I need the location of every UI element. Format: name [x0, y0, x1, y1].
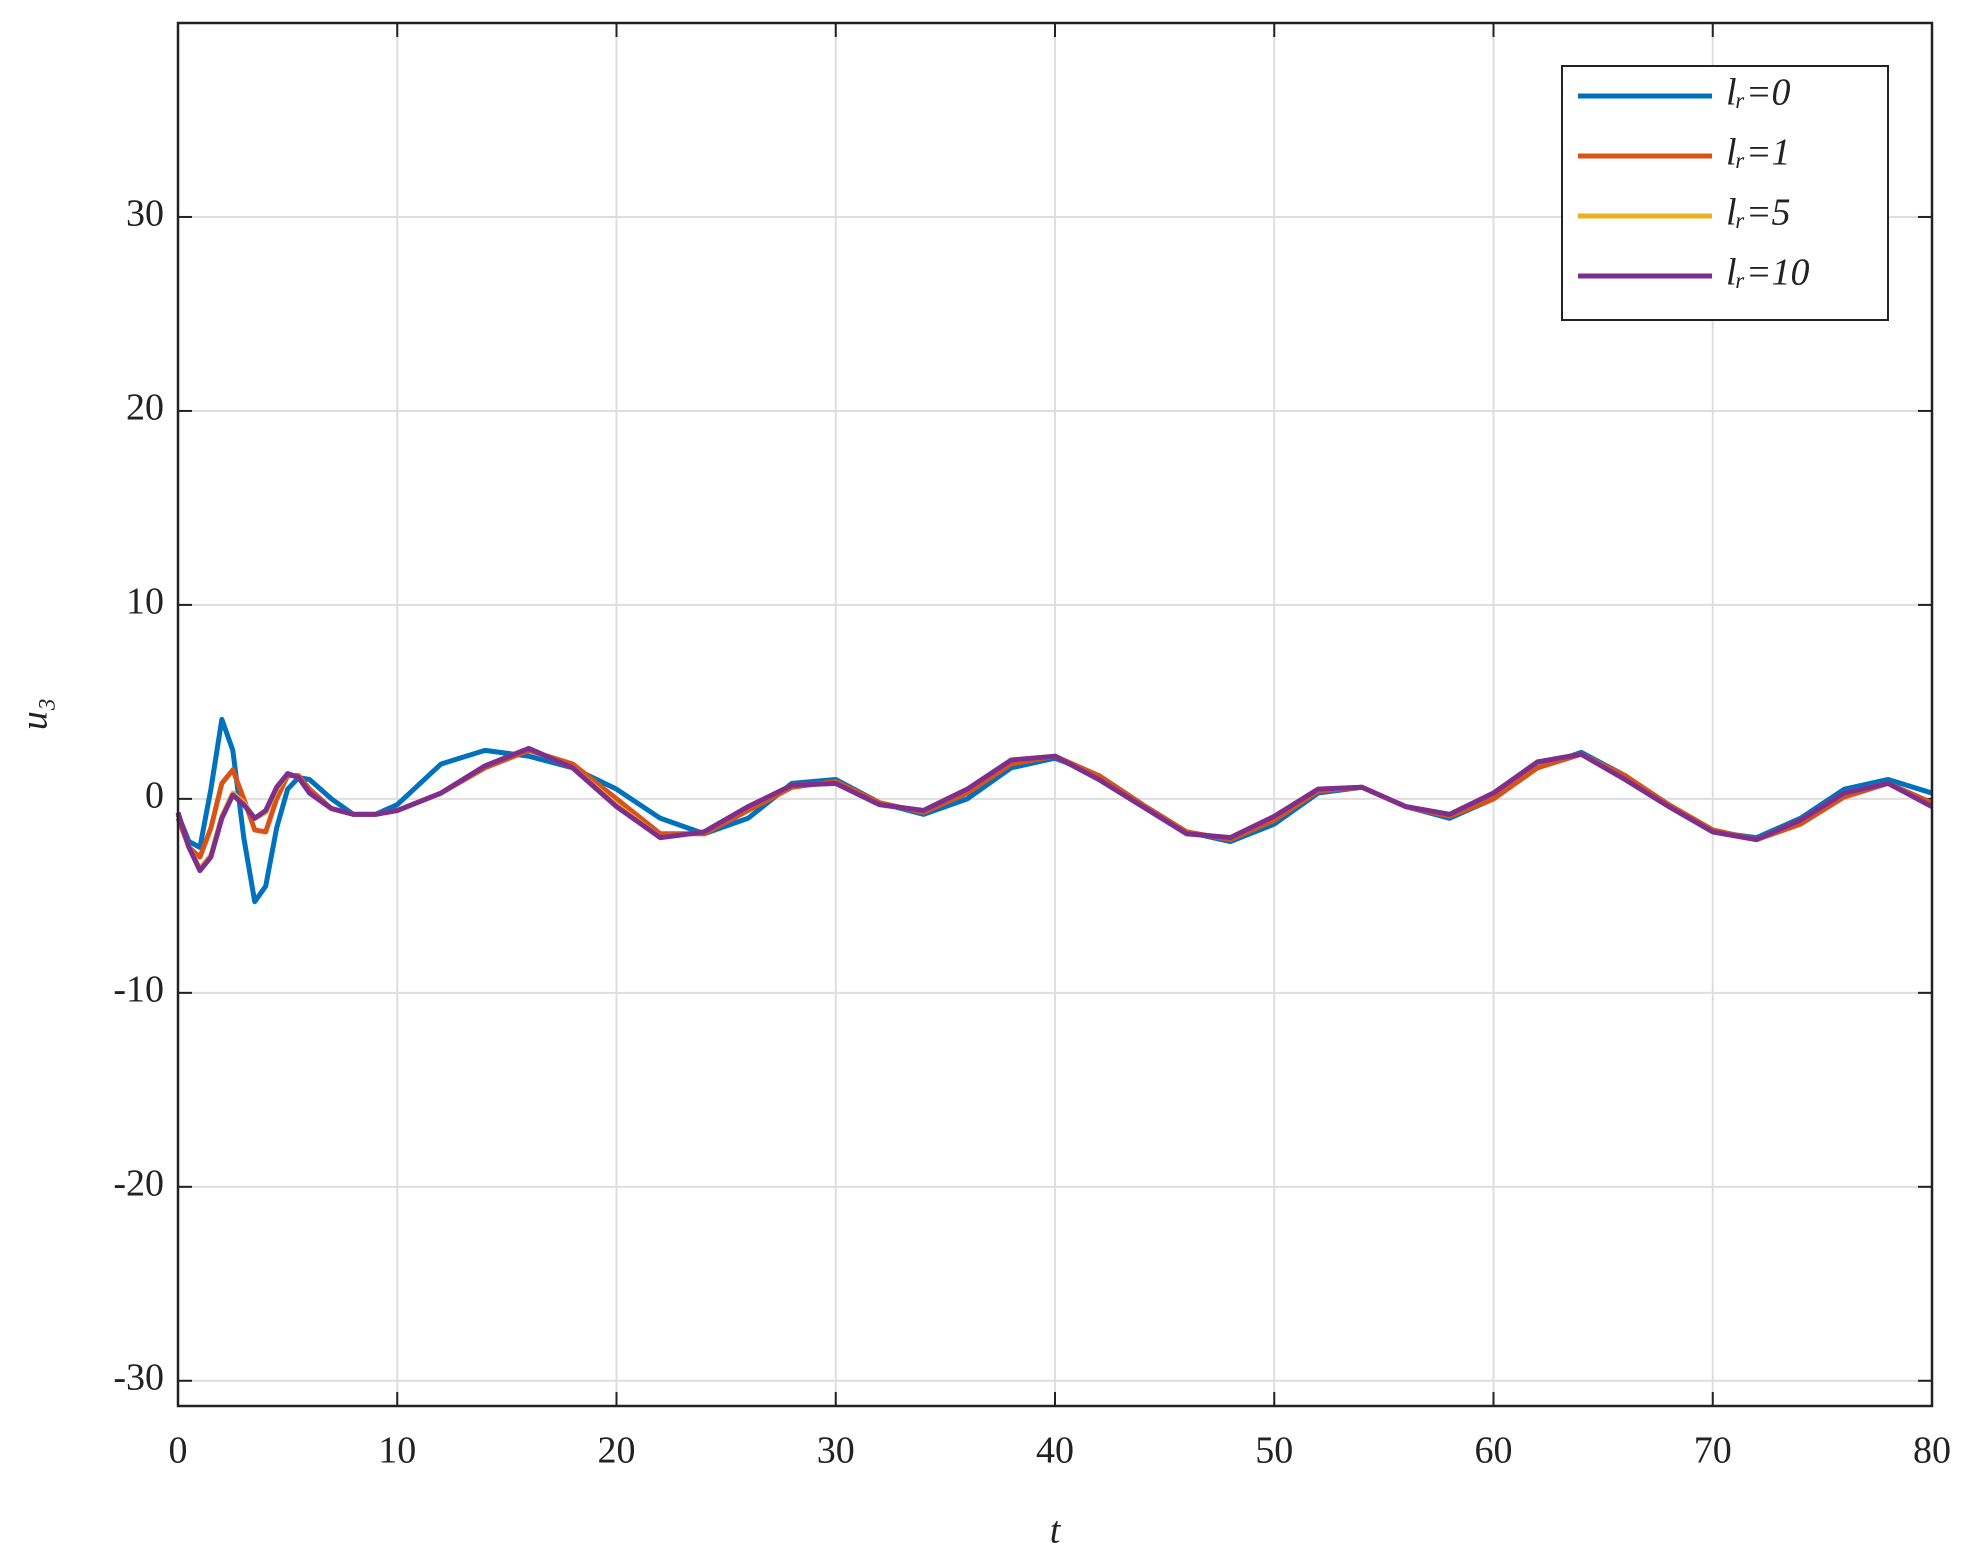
series-line [175, 745, 1934, 874]
x-tick-label: 60 [1475, 1430, 1513, 1472]
y-tick-label: 10 [126, 581, 164, 623]
x-tick-label: 0 [169, 1430, 188, 1472]
x-tick-label: 50 [1255, 1430, 1293, 1472]
x-tick-label: 20 [598, 1430, 636, 1472]
x-tick-label: 10 [378, 1430, 416, 1472]
y-tick-label: -30 [113, 1357, 164, 1399]
y-axis-label: u₃ [14, 698, 56, 730]
x-tick-label: 30 [817, 1430, 855, 1472]
legend-text: lᵣ=5 [1726, 192, 1791, 234]
legend-text: lᵣ=0 [1726, 72, 1791, 114]
x-tick-label: 70 [1694, 1430, 1732, 1472]
y-tick-label: -20 [113, 1163, 164, 1205]
legend-box [1561, 65, 1889, 321]
y-tick-label: -10 [113, 969, 164, 1011]
plot-frame [176, 21, 1934, 1408]
y-tick-label: 20 [126, 387, 164, 429]
x-tick-label: 80 [1913, 1430, 1951, 1472]
x-axis-label: t [1050, 1510, 1062, 1552]
x-tick-label: 40 [1036, 1430, 1074, 1472]
y-tick-label: 30 [126, 193, 164, 235]
y-tick-label: 0 [145, 775, 164, 817]
legend-text: lᵣ=1 [1726, 132, 1791, 174]
legend-text: lᵣ=10 [1726, 252, 1810, 294]
